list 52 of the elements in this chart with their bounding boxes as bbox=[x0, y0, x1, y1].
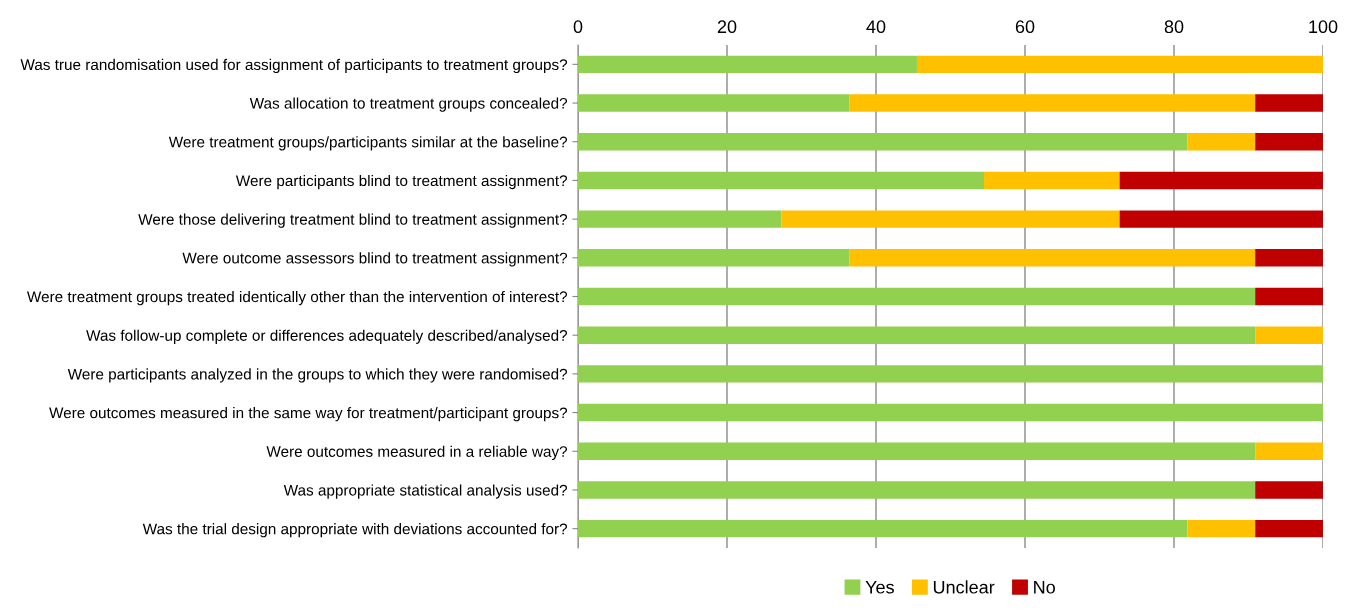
bar bbox=[1255, 481, 1323, 499]
bar bbox=[781, 210, 1120, 228]
y-tick-label: Was appropriate statistical analysis used? bbox=[283, 484, 568, 499]
x-tick-label: 100 bbox=[1309, 20, 1338, 34]
bar bbox=[1255, 133, 1323, 151]
legend-label: Unclear bbox=[933, 580, 995, 594]
x-tick-label: 80 bbox=[1164, 20, 1184, 34]
x-tick-label: 20 bbox=[717, 20, 737, 34]
bar bbox=[1255, 442, 1323, 460]
y-tick-label: Were outcomes measured in the same way for treatment/participant groups? bbox=[49, 407, 568, 422]
y-tick-label: Were outcome assessors blind to treatment assignment? bbox=[182, 252, 568, 267]
x-tick-label: 0 bbox=[573, 20, 583, 34]
bar bbox=[578, 442, 1256, 460]
y-tick-label: Were participants analyzed in the groups to which they were randomised? bbox=[67, 368, 568, 383]
y-tick-label: Was the trial design appropriate with deviations accounted for? bbox=[142, 523, 568, 538]
y-tick-label: Were treatment groups/participants similar at the baseline? bbox=[168, 136, 568, 151]
bar bbox=[578, 171, 985, 190]
bar bbox=[578, 365, 1323, 383]
y-tick-label: Was allocation to treatment groups concealed? bbox=[249, 97, 568, 112]
bar bbox=[849, 94, 1256, 112]
bar bbox=[849, 249, 1256, 267]
bar bbox=[578, 326, 1256, 344]
bar bbox=[1119, 171, 1323, 190]
y-tick-label: Were treatment groups treated identically other than the intervention of interest? bbox=[26, 290, 568, 306]
bar bbox=[1255, 519, 1323, 538]
bar bbox=[1255, 94, 1323, 112]
y-tick-label: Was follow-up complete or differences adequately described/analysed? bbox=[86, 329, 568, 344]
legend-label: Yes bbox=[865, 580, 894, 594]
bar bbox=[578, 55, 917, 74]
bar bbox=[578, 481, 1256, 499]
bar bbox=[916, 55, 1323, 74]
bar bbox=[578, 403, 1323, 422]
bar bbox=[984, 171, 1120, 190]
bar bbox=[578, 133, 1188, 151]
bar bbox=[578, 249, 850, 267]
bar bbox=[1187, 133, 1256, 151]
y-tick-label: Were outcomes measured in a reliable way? bbox=[266, 445, 568, 460]
bar bbox=[578, 287, 1256, 306]
bar bbox=[1255, 326, 1323, 344]
bar bbox=[578, 210, 782, 228]
y-tick-label: Were participants blind to treatment assignment? bbox=[235, 174, 568, 190]
bar bbox=[1187, 519, 1256, 538]
bar bbox=[1255, 249, 1323, 267]
x-tick-label: 40 bbox=[866, 20, 886, 34]
bar bbox=[1255, 287, 1323, 306]
y-tick-label: Were those delivering treatment blind to treatment assignment? bbox=[138, 213, 568, 228]
bar bbox=[578, 94, 850, 112]
bar bbox=[1119, 210, 1323, 228]
legend-label: No bbox=[1034, 580, 1055, 594]
bar bbox=[578, 519, 1188, 538]
x-tick-label: 60 bbox=[1015, 20, 1035, 34]
y-tick-label: Was true randomisation used for assignment of participants to treatment groups? bbox=[20, 58, 568, 74]
